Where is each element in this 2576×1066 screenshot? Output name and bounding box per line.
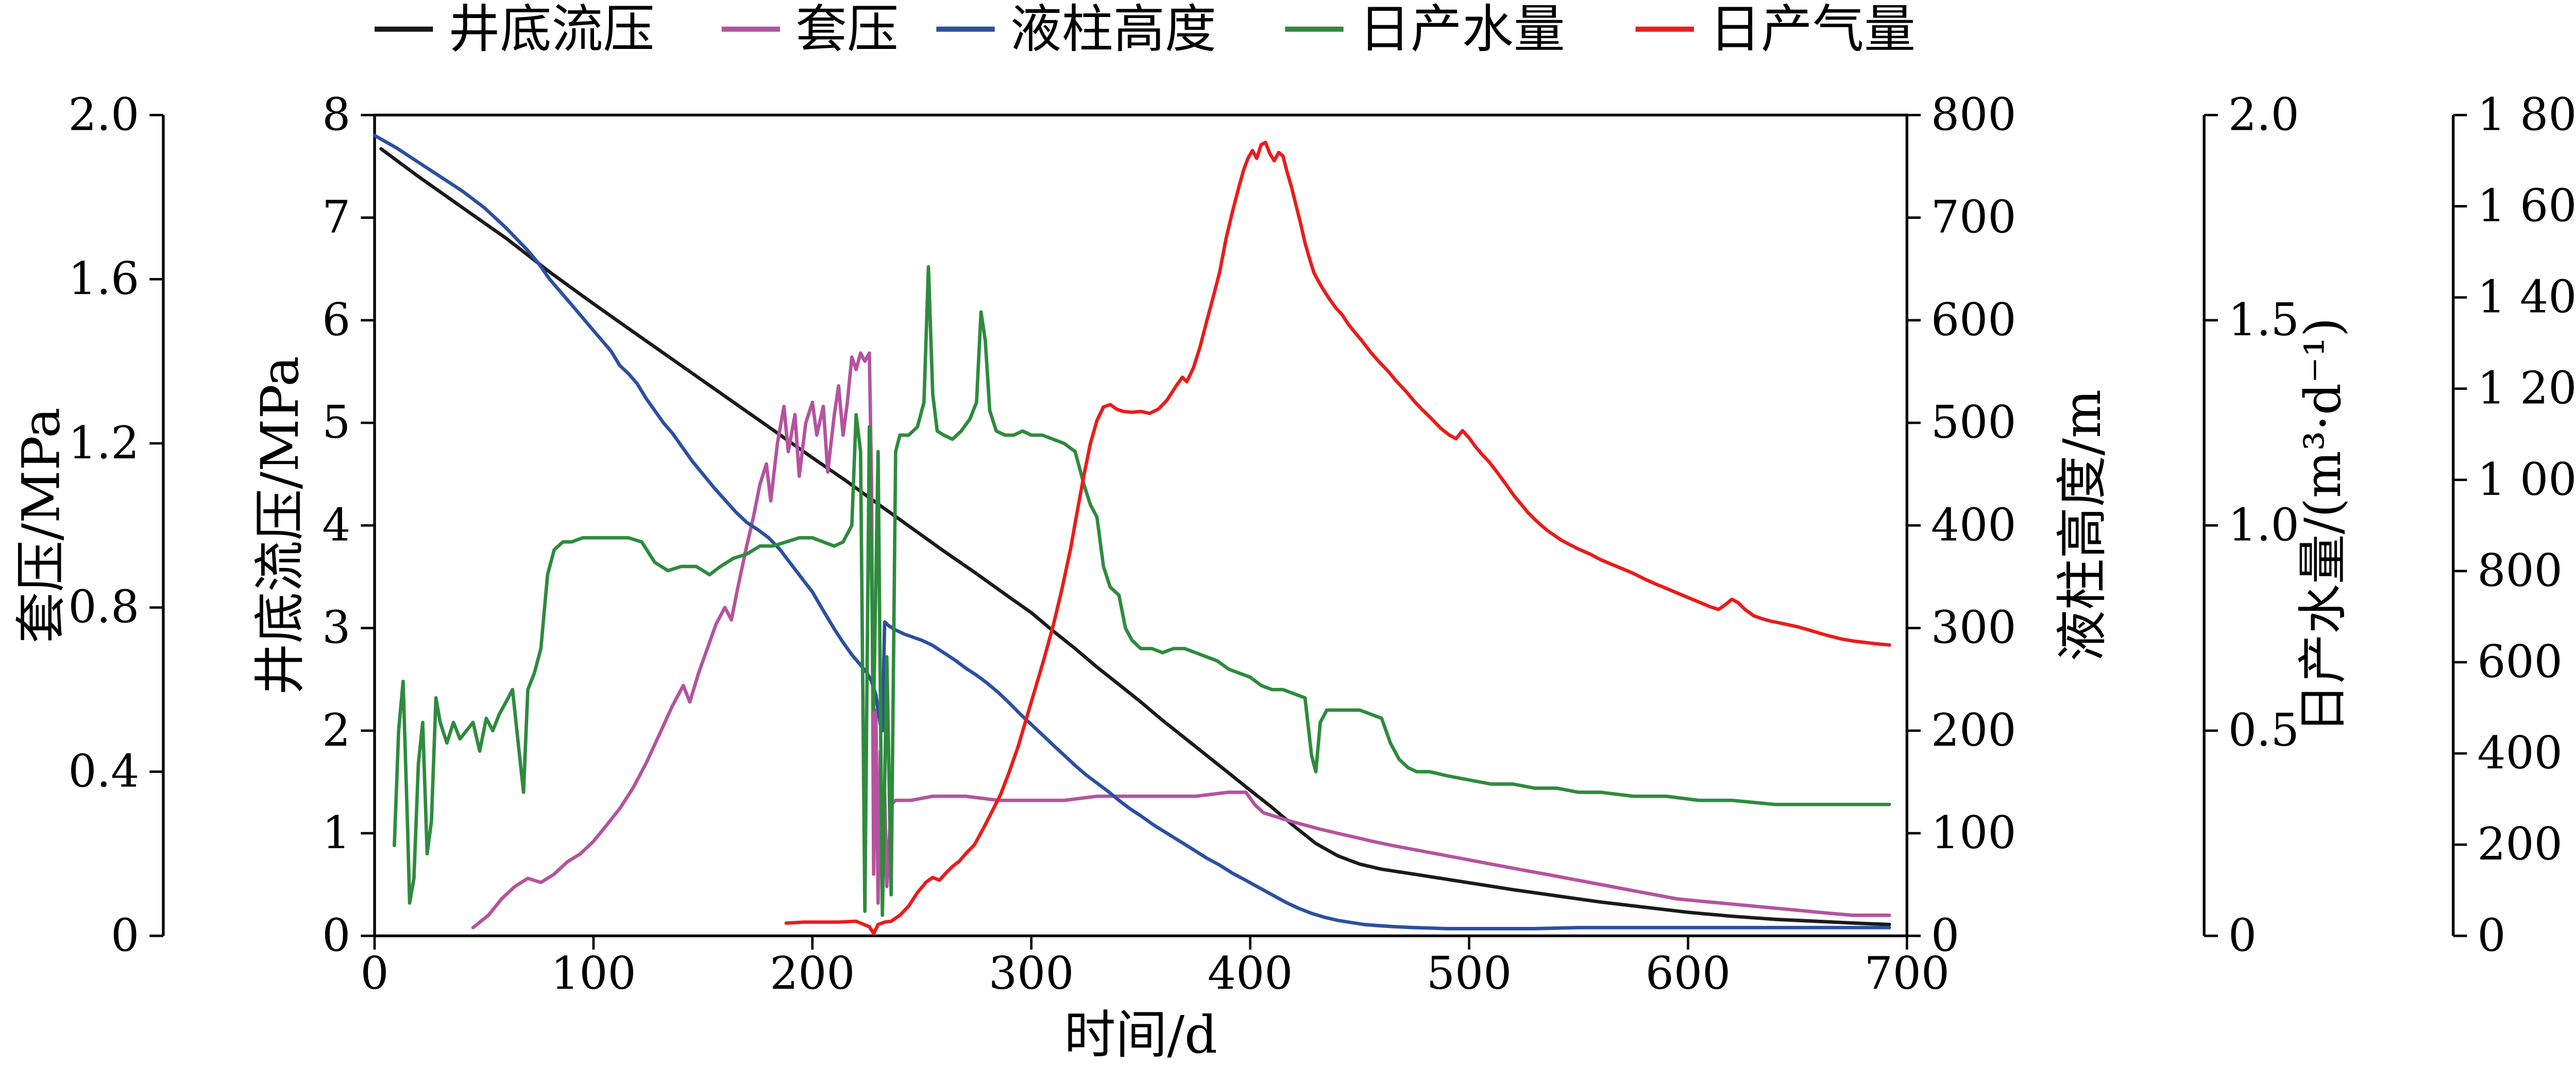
tick-label: 6: [322, 295, 350, 346]
tick-label: 1 200: [2477, 363, 2576, 415]
series-gas: [784, 141, 1891, 936]
legend-label-gas: 日产气量: [1709, 0, 1916, 59]
legend: 井底流压 套压 液柱高度 日产水量 日产气量: [375, 0, 1916, 59]
tick-label: 1.5: [2228, 295, 2299, 346]
legend-label-water: 日产水量: [1359, 0, 1565, 59]
tick-label: 2: [322, 705, 350, 756]
tick-label: 400: [1208, 948, 1293, 1000]
tick-label: 8: [322, 89, 350, 141]
legend-label-bhp: 井底流压: [448, 0, 654, 59]
chart-layer: 0 100 200 300 400 500 600 70000.40.81.21.62.001…: [68, 89, 2576, 1000]
tick-label: 5: [322, 397, 350, 449]
tick-label: 0.8: [68, 582, 139, 633]
tick-label: 1: [322, 807, 350, 859]
axis-casing: 0 0.4 0.8 1.2 1.6 2.0: [68, 89, 165, 961]
tick-label: 400: [2477, 728, 2562, 779]
series-liquid: [372, 133, 1891, 931]
tick-label: 7: [322, 192, 350, 244]
tick-label: 0.4: [68, 746, 139, 797]
tick-label: 200: [1931, 705, 2016, 756]
axis-title-bottomhole-pressure: 井底流压/MPa: [250, 356, 310, 695]
series-casing: [471, 351, 1891, 930]
tick-label: 0: [2228, 910, 2257, 961]
tick-label: 800: [2477, 545, 2562, 597]
axis-title-casing-pressure: 套压/MPa: [11, 407, 72, 644]
plot-frame: [373, 113, 1909, 937]
axis-gas: 0 200 400 600 800 1 000 1 200 1 400 1 600 1 800: [2452, 89, 2576, 961]
tick-label: 1 600: [2477, 180, 2576, 232]
axis-title-liquid-column-height: 液柱高度/m: [2052, 389, 2112, 662]
legend-label-liquid: 液柱高度: [1010, 0, 1216, 59]
tick-label: 2.0: [2228, 89, 2299, 141]
tick-label: 2.0: [68, 89, 139, 141]
tick-label: 1.2: [68, 418, 139, 469]
tick-label: 0: [111, 910, 139, 961]
tick-label: 0: [1931, 910, 1959, 961]
tick-label: 1.0: [2228, 500, 2299, 551]
tick-label: 4: [322, 500, 350, 551]
tick-label: 3: [322, 603, 350, 654]
tick-label: 600: [2477, 637, 2562, 688]
tick-label: 700: [1865, 948, 1950, 1000]
tick-label: 1.6: [68, 253, 139, 305]
axis-titles: 套压/MPa 井底流压/MPa 液柱高度/m 日产水量/(m³·d⁻¹) 日产气…: [11, 318, 2352, 1065]
axis-title-time: 时间/d: [1064, 1005, 1217, 1065]
tick-label: 800: [1931, 89, 2016, 141]
tick-label: 300: [989, 948, 1074, 1000]
axis-liquid: 0 100 200 300 400 500 600 700 800: [1907, 89, 2016, 961]
tick-label: 600: [1646, 948, 1731, 1000]
tick-label: 0.5: [2228, 705, 2299, 756]
series-bhp: [379, 147, 1891, 926]
tick-label: 400: [1931, 500, 2016, 551]
tick-label: 0: [360, 948, 388, 1000]
legend-item-gas: 日产气量: [1635, 0, 1916, 59]
axis-bhp: 0 1 2 3 4 5 6 7 8: [322, 89, 375, 961]
tick-label: 1 000: [2477, 454, 2576, 506]
tick-label: 600: [1931, 295, 2016, 346]
tick-label: 0: [322, 910, 350, 961]
axis-time-ticks: 0 100 200 300 400 500 600 700: [360, 936, 1950, 1000]
legend-item-casing: 套压: [721, 0, 899, 59]
tick-label: 1 400: [2477, 272, 2576, 323]
tick-label: 500: [1931, 397, 2016, 449]
axis-title-daily-water-rate: 日产水量/(m³·d⁻¹): [2294, 318, 2352, 734]
legend-item-liquid: 液柱高度: [936, 0, 1216, 59]
tick-label: 100: [551, 948, 636, 1000]
tick-label: 300: [1931, 603, 2016, 654]
tick-label: 200: [2477, 819, 2562, 870]
tick-label: 500: [1427, 948, 1512, 1000]
legend-label-casing: 套压: [795, 0, 899, 59]
tick-label: 1 800: [2477, 89, 2576, 141]
axis-water: 0 0.5 1.0 1.5 2.0: [2202, 89, 2299, 961]
tick-label: 0: [2477, 910, 2505, 961]
tick-label: 700: [1931, 192, 2016, 244]
tick-label: 100: [1931, 807, 2016, 859]
legend-item-bhp: 井底流压: [375, 0, 655, 59]
series-water: [393, 265, 1891, 917]
legend-item-water: 日产水量: [1285, 0, 1565, 59]
tick-label: 200: [770, 948, 855, 1000]
